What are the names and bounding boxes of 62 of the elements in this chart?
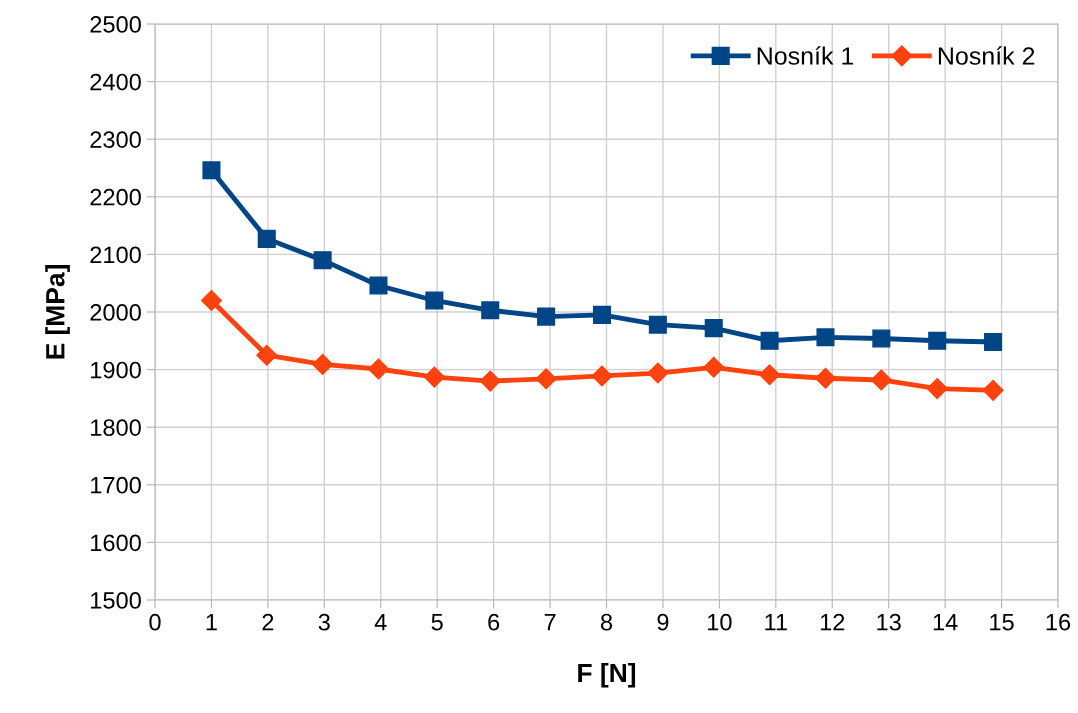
point [313, 251, 332, 270]
point [814, 367, 836, 389]
y-tick-label: 2300 [90, 131, 141, 148]
x-tick-label: 6 [488, 613, 500, 631]
point [704, 319, 723, 338]
x-tick-label: 1 [206, 614, 217, 631]
y-tick-label: 1700 [91, 476, 141, 494]
point [648, 315, 667, 334]
point [984, 332, 1003, 351]
point [647, 362, 669, 384]
point [870, 369, 892, 391]
point [537, 307, 556, 326]
point [257, 229, 276, 248]
y-tick-label: 1600 [91, 534, 141, 552]
x-tick-label: 14 [933, 614, 958, 631]
y-tick-label: 2100 [90, 246, 141, 264]
point [312, 353, 334, 375]
x-tick-label: 12 [820, 613, 845, 631]
x-tick-label: 2 [262, 613, 274, 631]
point [872, 329, 891, 348]
x-tick-label: 4 [374, 614, 387, 631]
point [479, 370, 501, 392]
y-tick-label: 1500 [91, 592, 141, 609]
point [369, 276, 388, 295]
point [202, 161, 221, 180]
point [759, 364, 781, 386]
x-tick-label: 10 [708, 613, 732, 631]
x-tick-label: 3 [318, 613, 330, 631]
point [591, 365, 613, 387]
y-tick-label: 2400 [90, 73, 141, 91]
point [423, 366, 445, 388]
x-tick-label: 8 [600, 613, 613, 631]
point [200, 289, 222, 311]
y-tick-label: 1900 [91, 361, 141, 379]
point [535, 368, 557, 390]
x-tick-label: 16 [1046, 613, 1071, 631]
point [982, 379, 1004, 401]
legend-label: Nosník 1 [757, 46, 854, 65]
x-tick-label: 9 [657, 613, 669, 631]
x-tick-label: 0 [149, 613, 161, 631]
point [816, 328, 835, 347]
y-axis-title: E [MPa] [45, 265, 70, 359]
y-tick-label: 2500 [90, 16, 141, 33]
x-axis-title: F [N] [578, 662, 636, 688]
point [481, 301, 500, 320]
y-tick-label: 1800 [91, 419, 141, 436]
point [760, 331, 779, 350]
point [926, 378, 948, 400]
x-tick-label: 15 [990, 614, 1014, 631]
point [592, 305, 612, 324]
x-tick-label: 13 [877, 613, 901, 631]
y-tick-label: 2000 [90, 304, 141, 321]
point [928, 331, 947, 350]
x-tick-label: 5 [431, 614, 443, 631]
point [425, 291, 444, 310]
point [703, 356, 725, 378]
point [367, 358, 390, 380]
point [256, 344, 278, 366]
y-tick-label: 2200 [90, 188, 141, 206]
x-tick-label: 7 [544, 614, 556, 631]
legend-label: Nosník 2 [938, 46, 1035, 65]
x-tick-label: 11 [765, 614, 787, 631]
